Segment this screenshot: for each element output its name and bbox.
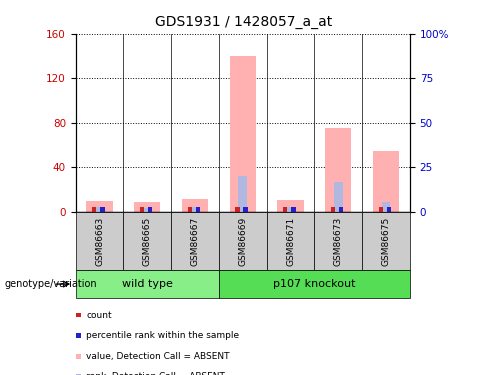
- Bar: [362, 212, 410, 270]
- Text: GSM86667: GSM86667: [190, 216, 200, 266]
- Bar: [291, 207, 296, 212]
- Bar: [379, 207, 383, 212]
- Text: rank, Detection Call = ABSENT: rank, Detection Call = ABSENT: [86, 372, 225, 375]
- Bar: [325, 128, 351, 212]
- Bar: [187, 207, 192, 212]
- Bar: [283, 207, 287, 212]
- Bar: [339, 207, 343, 212]
- Bar: [100, 207, 104, 212]
- Bar: [148, 207, 152, 212]
- Bar: [143, 209, 152, 212]
- Bar: [286, 207, 295, 212]
- Bar: [76, 212, 123, 270]
- Text: GSM86663: GSM86663: [95, 216, 104, 266]
- Bar: [123, 212, 171, 270]
- Bar: [239, 176, 247, 212]
- Bar: [331, 207, 335, 212]
- Bar: [191, 207, 199, 212]
- Bar: [373, 151, 399, 212]
- Bar: [92, 207, 97, 212]
- Text: GDS1931 / 1428057_a_at: GDS1931 / 1428057_a_at: [155, 15, 333, 29]
- Text: genotype/variation: genotype/variation: [5, 279, 98, 289]
- Bar: [134, 202, 161, 212]
- Bar: [387, 207, 391, 212]
- Bar: [230, 56, 256, 212]
- Text: value, Detection Call = ABSENT: value, Detection Call = ABSENT: [86, 352, 230, 361]
- Bar: [196, 207, 200, 212]
- Bar: [314, 212, 362, 270]
- Bar: [140, 207, 144, 212]
- Bar: [86, 201, 113, 212]
- Bar: [95, 207, 104, 212]
- Text: GSM86669: GSM86669: [238, 216, 247, 266]
- Text: percentile rank within the sample: percentile rank within the sample: [86, 331, 240, 340]
- Text: wild type: wild type: [122, 279, 173, 289]
- Bar: [244, 207, 248, 212]
- Bar: [334, 182, 343, 212]
- Bar: [219, 212, 266, 270]
- Text: GSM86671: GSM86671: [286, 216, 295, 266]
- Bar: [266, 212, 314, 270]
- Text: GSM86673: GSM86673: [334, 216, 343, 266]
- Bar: [235, 207, 240, 212]
- Text: count: count: [86, 310, 112, 320]
- Bar: [171, 212, 219, 270]
- Text: GSM86665: GSM86665: [143, 216, 152, 266]
- Text: p107 knockout: p107 knockout: [273, 279, 356, 289]
- Bar: [182, 198, 208, 212]
- Bar: [219, 270, 410, 298]
- Bar: [76, 270, 219, 298]
- Bar: [382, 202, 390, 212]
- Bar: [277, 200, 304, 212]
- Text: GSM86675: GSM86675: [382, 216, 390, 266]
